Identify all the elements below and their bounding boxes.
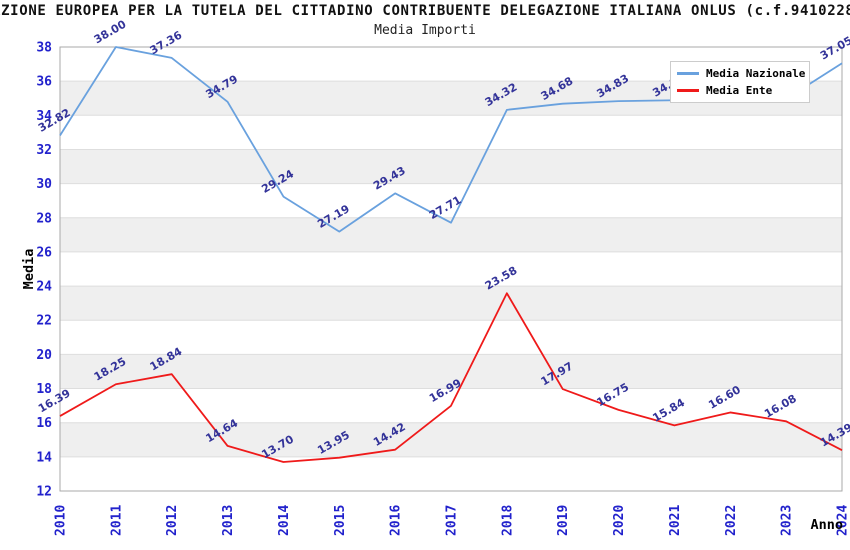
svg-text:2017: 2017 xyxy=(445,505,460,536)
svg-text:2016: 2016 xyxy=(389,505,404,536)
legend-item-media-nazionale: Media Nazionale xyxy=(677,67,809,80)
svg-text:38.00: 38.00 xyxy=(92,17,129,46)
svg-text:2014: 2014 xyxy=(277,505,292,536)
svg-text:37.36: 37.36 xyxy=(148,28,185,57)
svg-text:Anno: Anno xyxy=(810,517,843,533)
svg-text:2022: 2022 xyxy=(724,505,739,536)
svg-text:28: 28 xyxy=(36,211,52,226)
legend: Media Nazionale Media Ente xyxy=(670,61,810,103)
svg-text:12: 12 xyxy=(36,485,52,500)
legend-label: Media Ente xyxy=(706,83,773,97)
svg-text:2013: 2013 xyxy=(221,505,236,536)
chart-title: AZIONE EUROPEA PER LA TUTELA DEL CITTADI… xyxy=(0,3,850,19)
svg-text:30: 30 xyxy=(36,177,52,192)
svg-text:16.08: 16.08 xyxy=(762,392,799,421)
svg-text:2015: 2015 xyxy=(333,505,348,536)
svg-text:24: 24 xyxy=(36,280,52,295)
svg-text:14: 14 xyxy=(36,450,52,465)
svg-text:32: 32 xyxy=(36,143,52,158)
svg-text:37.05: 37.05 xyxy=(818,34,850,63)
svg-text:18: 18 xyxy=(36,382,52,397)
svg-text:26: 26 xyxy=(36,245,52,260)
svg-text:15.84: 15.84 xyxy=(650,396,687,425)
svg-text:2019: 2019 xyxy=(556,505,571,536)
legend-swatch-nazionale-icon xyxy=(677,72,699,76)
legend-label: Media Nazionale xyxy=(706,67,806,81)
legend-swatch-ente-icon xyxy=(677,88,699,92)
svg-text:2023: 2023 xyxy=(780,505,795,536)
legend-item-media-ente: Media Ente xyxy=(677,84,809,97)
svg-text:16: 16 xyxy=(36,416,52,431)
svg-text:2011: 2011 xyxy=(109,505,124,536)
svg-text:34: 34 xyxy=(36,109,52,124)
svg-text:Media: Media xyxy=(21,249,37,290)
chart-subtitle: Media Importi xyxy=(374,23,476,38)
svg-text:2021: 2021 xyxy=(668,505,683,536)
svg-text:36: 36 xyxy=(36,75,52,90)
svg-text:38: 38 xyxy=(36,41,52,56)
svg-text:2018: 2018 xyxy=(500,505,515,536)
svg-text:2012: 2012 xyxy=(165,505,180,536)
svg-text:2024: 2024 xyxy=(836,505,850,536)
svg-text:2020: 2020 xyxy=(612,505,627,536)
svg-text:22: 22 xyxy=(36,314,52,329)
svg-text:2010: 2010 xyxy=(54,505,69,536)
svg-text:20: 20 xyxy=(36,348,52,363)
